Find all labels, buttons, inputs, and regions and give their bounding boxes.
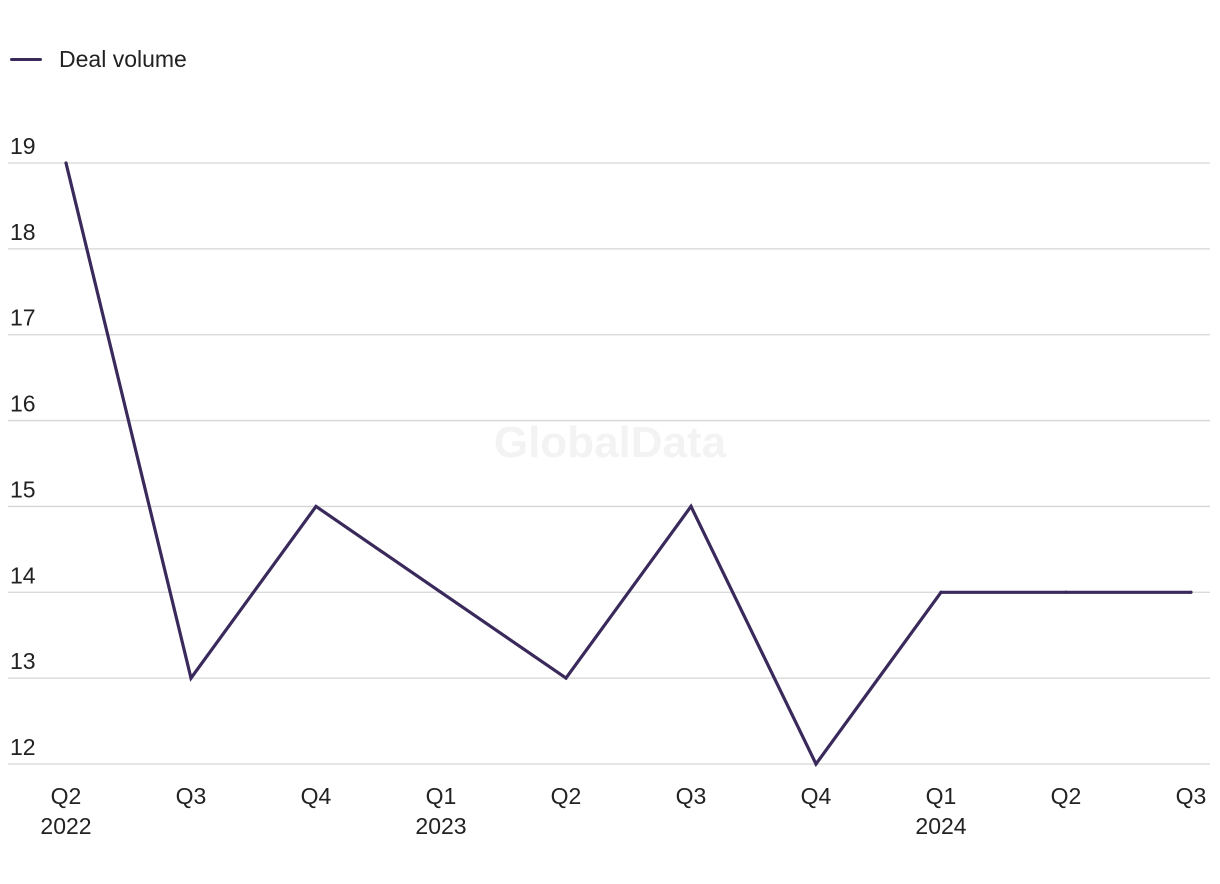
- data-point-3: [439, 590, 443, 594]
- x-tick-label-3: Q1 2023: [415, 783, 466, 839]
- y-tick-label-12: 12: [10, 734, 36, 760]
- x-tick-label-9: Q3: [1176, 783, 1207, 809]
- data-point-1: [189, 676, 193, 680]
- x-tick-label-7: Q1 2024: [915, 783, 966, 839]
- legend-swatch-deal-volume: [10, 58, 42, 61]
- data-point-9: [1189, 590, 1193, 594]
- x-tick-label-2: Q4: [301, 783, 332, 809]
- legend: Deal volume: [10, 46, 187, 73]
- watermark: GlobalData: [494, 418, 727, 467]
- x-tick-label-4: Q2: [551, 783, 582, 809]
- data-point-0: [64, 161, 68, 165]
- legend-label-deal-volume: Deal volume: [59, 46, 187, 72]
- y-tick-label-16: 16: [10, 391, 36, 417]
- x-tick-label-0: Q2 2022: [40, 783, 91, 839]
- series-deal-volume: [64, 161, 1193, 768]
- y-axis-labels: 12 13 14 15 16 17 18 19: [10, 133, 36, 760]
- y-tick-label-17: 17: [10, 305, 36, 331]
- x-tick-label-6: Q4: [801, 783, 832, 809]
- y-tick-label-15: 15: [10, 476, 36, 502]
- y-tick-label-14: 14: [10, 562, 36, 588]
- data-point-6: [814, 762, 818, 766]
- x-tick-label-1: Q3: [176, 783, 207, 809]
- data-point-5: [689, 504, 693, 509]
- x-axis-labels: Q2 2022 Q3 Q4 Q1 2023 Q2 Q3 Q4 Q1 2024 Q2 Q3: [40, 783, 1206, 839]
- y-tick-label-13: 13: [10, 648, 36, 674]
- y-tick-label-18: 18: [10, 219, 36, 245]
- data-point-2: [314, 504, 318, 509]
- x-tick-label-5: Q3: [676, 783, 707, 809]
- x-tick-label-8: Q2: [1051, 783, 1082, 809]
- data-point-8: [1064, 590, 1068, 594]
- data-point-4: [564, 676, 568, 680]
- series-line-0: [64, 162, 1191, 768]
- y-tick-label-19: 19: [10, 133, 36, 159]
- data-point-7: [939, 590, 943, 594]
